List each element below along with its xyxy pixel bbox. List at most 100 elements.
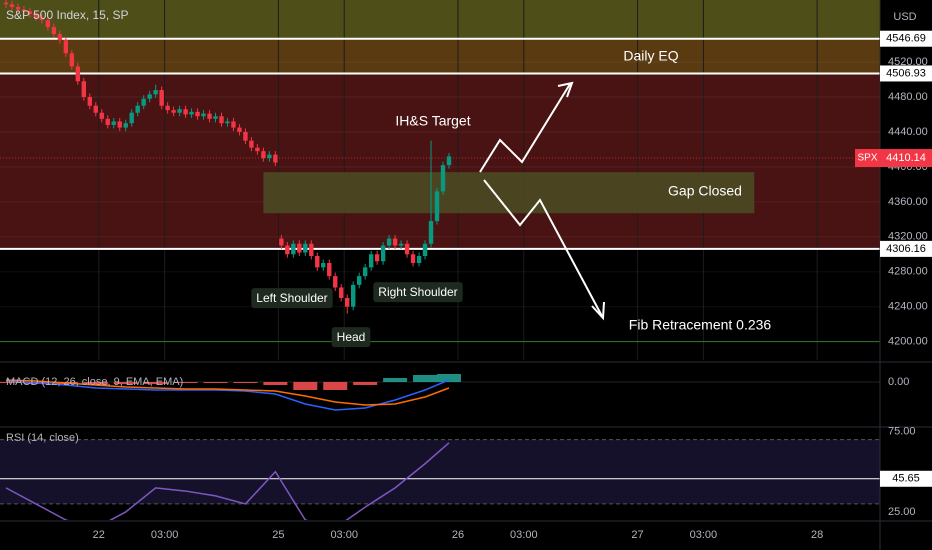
macd-histogram <box>113 382 138 384</box>
y-tick-label: 4240.00 <box>888 301 928 313</box>
candle-body <box>153 90 158 95</box>
gap-label: Gap Closed <box>668 183 742 199</box>
symbol-tag <box>855 149 880 168</box>
macd-histogram <box>353 382 378 385</box>
gap-box <box>263 172 755 214</box>
candle-body <box>321 263 326 268</box>
candle-body <box>165 105 170 111</box>
candle-body <box>380 245 386 262</box>
candle-body <box>75 66 81 82</box>
candle-body <box>231 121 236 128</box>
y-tick-label: 4320.00 <box>888 231 928 243</box>
macd-tick-label: 0.00 <box>888 376 909 388</box>
candle-body <box>422 243 428 257</box>
candle-body <box>225 121 230 124</box>
candle-body <box>446 156 452 166</box>
candle-body <box>410 254 416 264</box>
last-price-tag <box>880 149 932 168</box>
candle-body <box>27 11 33 14</box>
last-price-label: 4410.14 <box>886 152 926 164</box>
annotation: IH&S Target <box>395 113 470 129</box>
macd-histogram <box>323 382 348 390</box>
candle-body <box>237 127 242 132</box>
macd-histogram <box>233 382 258 383</box>
macd-histogram <box>436 374 461 382</box>
x-tick-label: 22 <box>93 529 105 541</box>
annotation-box <box>251 288 333 309</box>
candle-body <box>345 297 350 307</box>
candle-body <box>117 121 122 128</box>
candle-body <box>9 4 15 7</box>
x-tick-label: 26 <box>452 529 464 541</box>
x-tick-label: 03:00 <box>510 529 538 541</box>
candle-body <box>81 81 87 97</box>
rsi-level-label: 45.65 <box>892 473 920 485</box>
candle-body <box>219 116 224 124</box>
y-tick-label: 4480.00 <box>888 91 928 103</box>
y-tick-label: 4440.00 <box>888 126 928 138</box>
annotation: Left Shoulder <box>256 291 327 305</box>
macd-signal-line <box>5 379 450 406</box>
candle-body <box>33 13 39 18</box>
candle-body <box>171 110 176 113</box>
candle-body <box>93 105 98 113</box>
arrow <box>479 83 571 173</box>
candle-body <box>129 112 134 124</box>
candle-body <box>249 140 254 148</box>
annotation-box <box>331 327 371 348</box>
candle-body <box>105 118 110 125</box>
candle-body <box>111 121 116 125</box>
price-tag <box>880 240 932 257</box>
candle-body <box>243 131 248 141</box>
candle-body <box>434 191 440 222</box>
candle-body <box>201 113 206 117</box>
candle-body <box>141 98 146 106</box>
candle-body <box>99 112 104 119</box>
fib-label: Fib Retracement 0.236 <box>629 317 772 333</box>
candle-body <box>51 27 57 35</box>
x-tick-label: 28 <box>811 529 823 541</box>
rsi-line <box>5 442 450 520</box>
macd-histogram <box>293 382 318 390</box>
zone <box>0 0 880 39</box>
zone <box>0 38 880 74</box>
x-tick-label: 03:00 <box>330 529 358 541</box>
candle-body <box>309 243 314 257</box>
macd-histogram <box>413 375 438 382</box>
macd-histogram <box>203 382 228 383</box>
annotation: Right Shoulder <box>378 285 457 299</box>
candle-body <box>398 243 404 246</box>
candle-body <box>57 34 63 41</box>
candle-body <box>69 53 75 67</box>
candle-body <box>177 109 182 113</box>
candle-body <box>279 238 284 246</box>
zone <box>0 73 880 249</box>
candle-body <box>374 254 380 262</box>
macd-label: MACD (12, 26, close, 9, EMA, EMA) <box>6 376 183 388</box>
candle-body <box>123 123 128 128</box>
candle-body <box>189 111 194 115</box>
candle-body <box>267 154 272 159</box>
candle-body <box>339 287 344 298</box>
candle-body <box>285 245 290 255</box>
candle-body <box>135 105 140 113</box>
macd-histogram <box>83 382 108 385</box>
candle-body <box>368 254 374 268</box>
arrow-head <box>557 81 574 98</box>
candle-body <box>183 109 188 115</box>
chart-title: S&P 500 Index, 15, SP <box>6 8 129 22</box>
price-tag-label: 4306.16 <box>886 243 926 255</box>
candle-body <box>428 221 434 244</box>
annotation: Daily EQ <box>623 48 678 64</box>
arrow-head <box>591 301 605 321</box>
candle-body <box>3 2 9 5</box>
candle-body <box>350 284 356 307</box>
arrow <box>483 179 604 319</box>
candle-body <box>303 243 308 253</box>
macd-histogram <box>0 382 18 383</box>
candle-body <box>362 267 368 277</box>
candle-body <box>195 111 200 117</box>
macd-histogram <box>173 382 198 383</box>
candle-body <box>45 20 51 28</box>
candle-body <box>356 276 362 285</box>
